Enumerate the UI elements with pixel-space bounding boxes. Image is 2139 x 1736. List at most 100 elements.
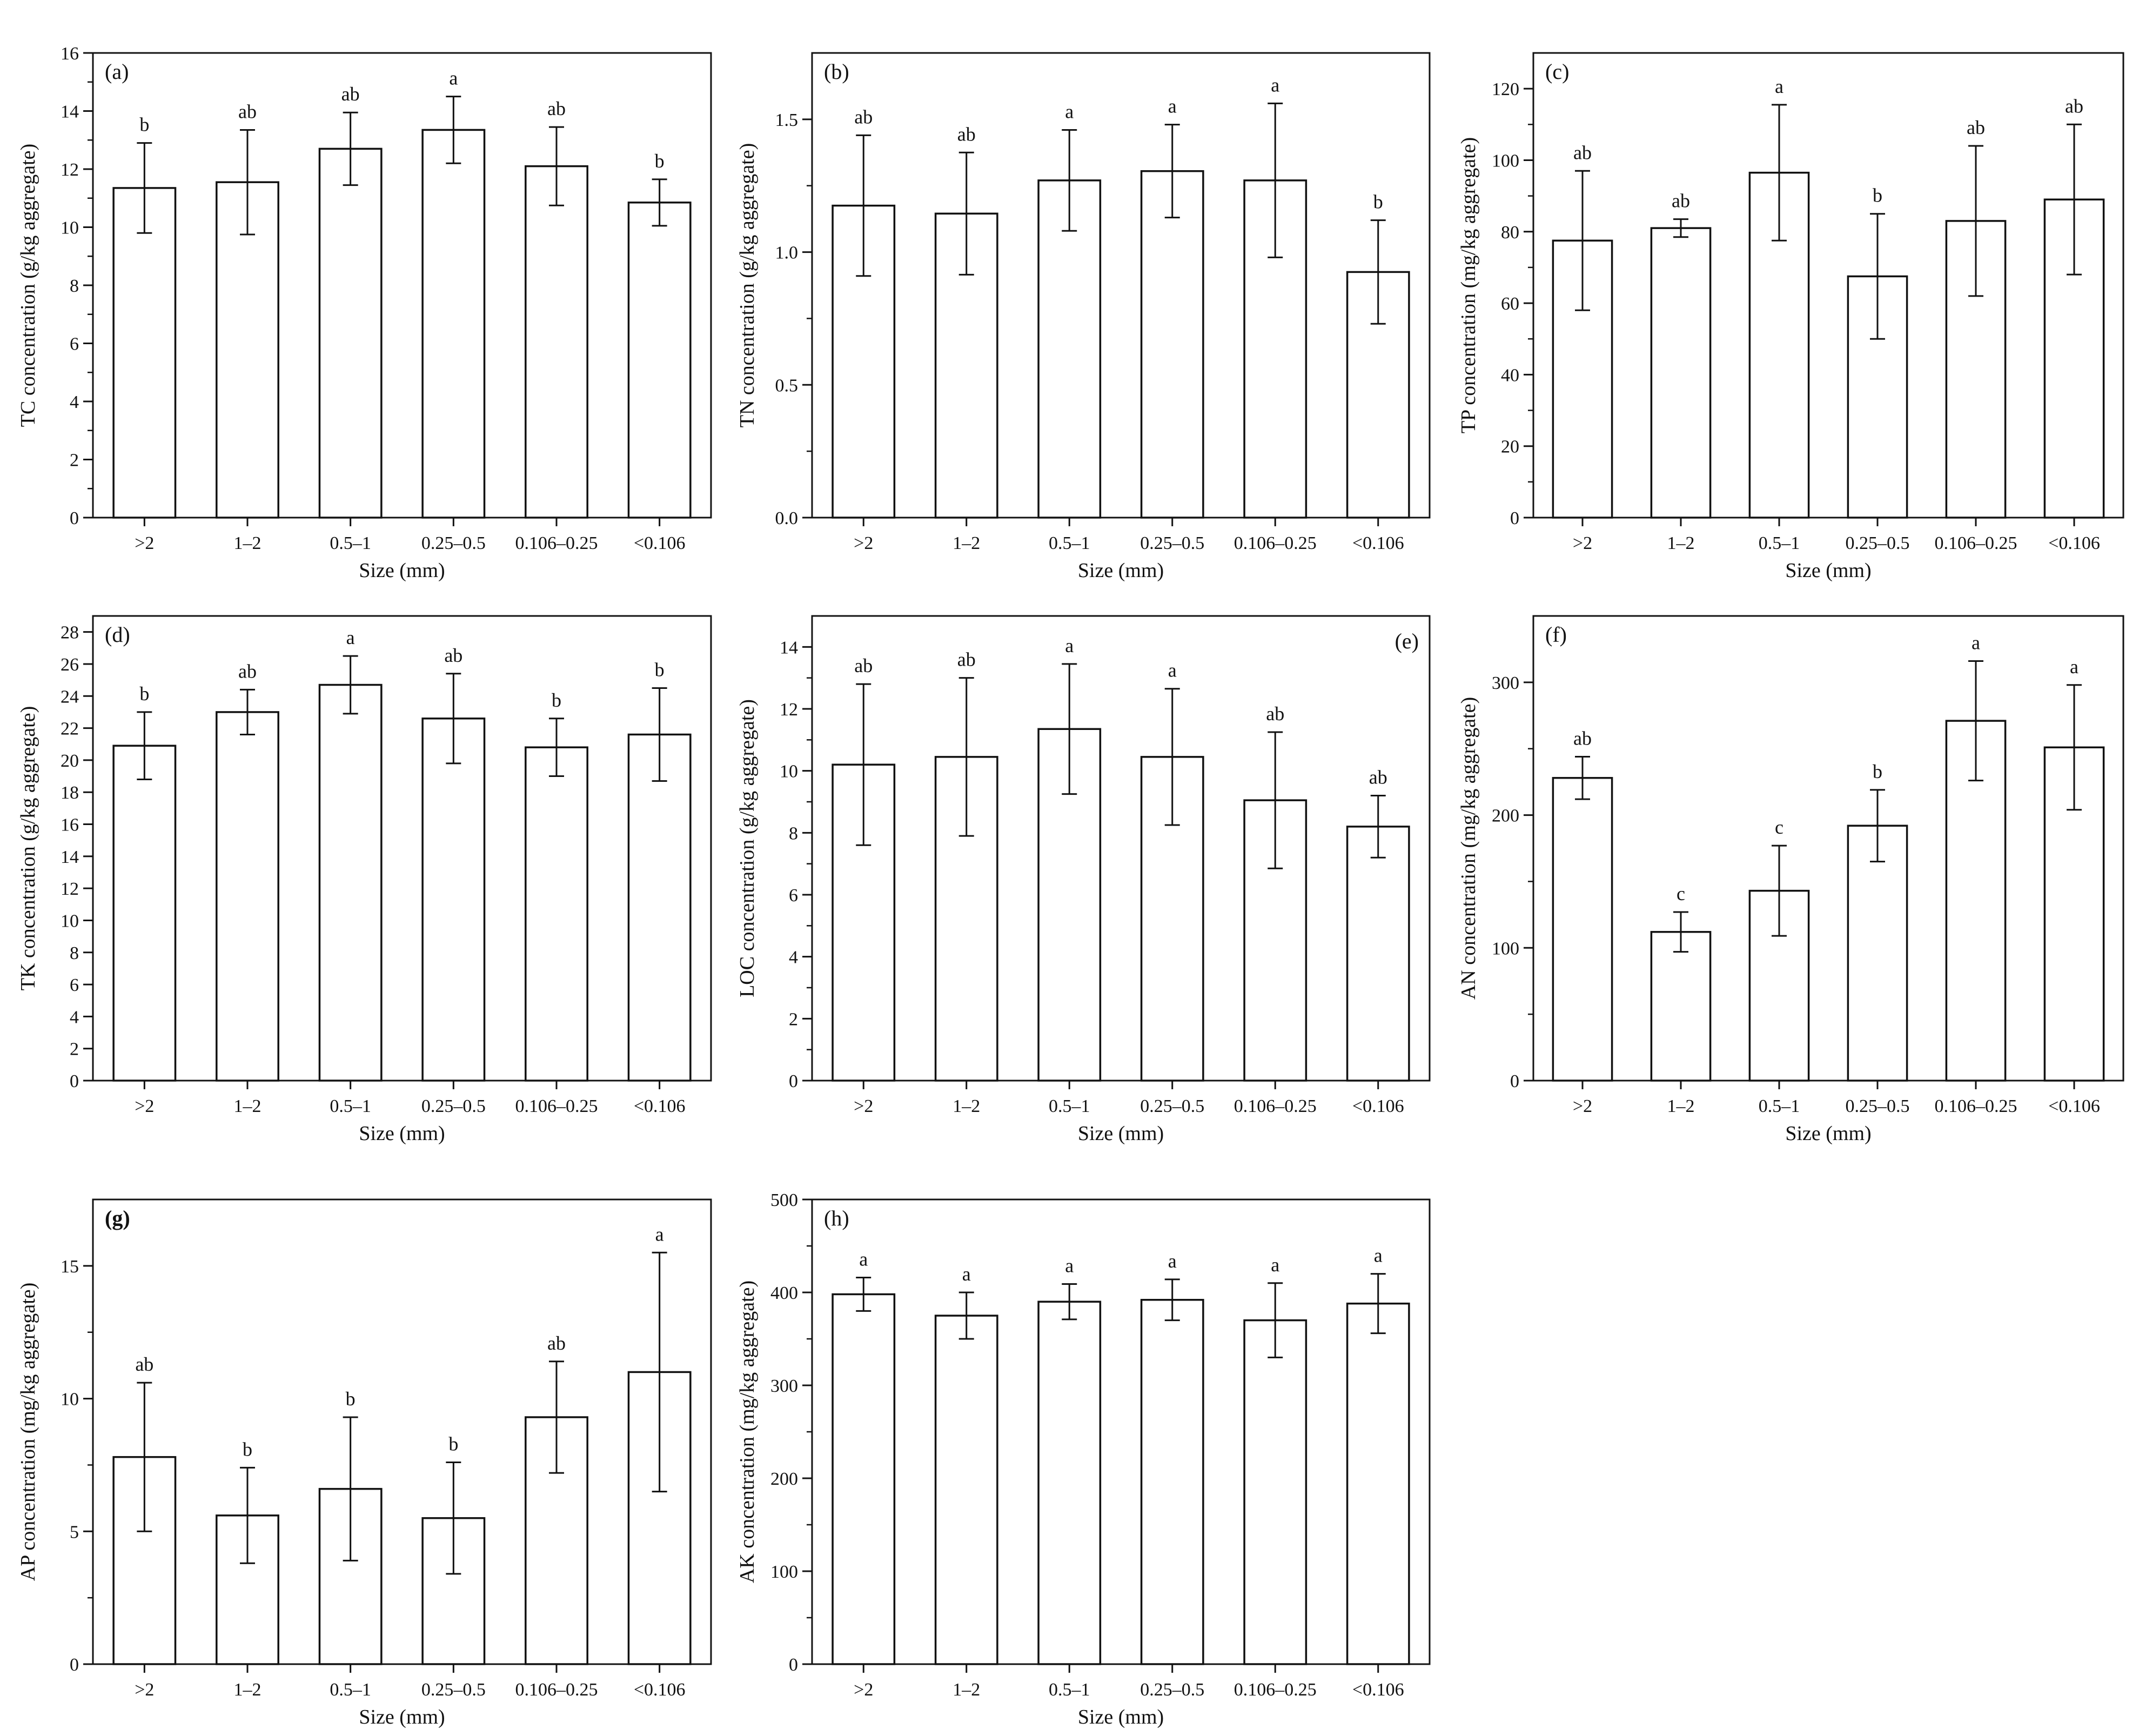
- bar-2: [1037, 179, 1102, 519]
- plot-frame: [92, 52, 712, 519]
- significance-letter: b: [1373, 191, 1383, 213]
- significance-letter: a: [1168, 660, 1177, 681]
- y-tick-label: 100: [1492, 939, 1519, 959]
- y-tick-label: 10: [61, 911, 79, 931]
- significance-letter: b: [243, 1438, 252, 1460]
- significance-letter: ab: [1266, 703, 1284, 725]
- panel-label: (a): [105, 59, 129, 84]
- x-tick-label: 0.25–0.5: [421, 1096, 486, 1116]
- significance-letter: ab: [1672, 190, 1690, 212]
- y-axis-title: TN concentration (g/kg aggregate): [736, 143, 759, 428]
- x-tick-label: 0.25–0.5: [421, 533, 486, 553]
- x-tick-label: 0.5–1: [330, 1096, 371, 1116]
- x-tick-label: 0.5–1: [1049, 1096, 1090, 1116]
- plot-frame: [1532, 615, 2124, 1082]
- significance-letter: ab: [957, 649, 976, 671]
- x-tick-label: <0.106: [2048, 1096, 2100, 1116]
- x-axis-title: Size (mm): [359, 1706, 445, 1728]
- y-tick-label: 8: [70, 276, 79, 296]
- panel-f: 0 100 200 300 >2 ab 1–2 c 0.5–1 c 0.25–0.5 b 0.106–0…: [1457, 615, 2124, 1145]
- significance-letter: a: [2070, 656, 2078, 678]
- bar-0: [112, 187, 177, 519]
- y-tick-label: 4: [789, 948, 798, 968]
- significance-letter: ab: [1573, 142, 1592, 163]
- bar-4: [525, 165, 588, 519]
- y-tick-label: 22: [61, 719, 79, 739]
- x-tick-label: >2: [854, 1096, 873, 1116]
- y-tick-label: 200: [770, 1469, 798, 1489]
- y-tick-label: 0: [1510, 1071, 1519, 1091]
- x-tick-label: 0.5–1: [1049, 533, 1090, 553]
- significance-letter: b: [655, 659, 665, 680]
- bar-3: [1847, 825, 1908, 1082]
- panel-label: (d): [105, 622, 130, 647]
- y-tick-label: 24: [61, 687, 79, 707]
- y-axis-title: AN concentration (mg/kg aggregate): [1457, 697, 1480, 1000]
- y-tick-label: 0: [70, 1071, 79, 1091]
- x-tick-label: <0.106: [2048, 533, 2100, 553]
- significance-letter: ab: [547, 98, 566, 119]
- panel-d: 0246810121416182022242628>2b1–2ab0.5–1a0…: [17, 615, 712, 1145]
- y-tick-label: 300: [770, 1376, 798, 1396]
- y-tick-label: 80: [1501, 223, 1519, 243]
- y-tick-label: 0.5: [775, 376, 799, 396]
- x-tick-label: 0.25–0.5: [1846, 533, 1910, 553]
- significance-letter: b: [552, 689, 561, 711]
- significance-letter: ab: [2065, 95, 2083, 117]
- x-tick-label: 0.106–0.25: [1234, 533, 1317, 553]
- panel-label: (b): [824, 59, 849, 84]
- x-tick-label: 1–2: [1667, 1096, 1695, 1116]
- significance-letter: a: [1065, 101, 1074, 123]
- significance-letter: b: [655, 150, 665, 172]
- x-tick-label: >2: [854, 1680, 873, 1700]
- y-tick-label: 16: [61, 815, 79, 835]
- y-tick-label: 14: [61, 847, 79, 867]
- y-tick-label: 20: [1501, 437, 1519, 457]
- y-tick-label: 4: [70, 1007, 79, 1027]
- y-tick-label: 6: [70, 975, 79, 995]
- y-tick-label: 120: [1492, 79, 1519, 99]
- x-tick-label: 1–2: [953, 1096, 980, 1116]
- panel-h: 0 100 200 300 400 500 >2 a 1–2 a 0.5–1 a 0.25–0.5 a 0.…: [736, 1190, 1431, 1728]
- x-tick-label: >2: [135, 1096, 154, 1116]
- y-tick-label: 8: [70, 943, 79, 963]
- y-tick-label: 10: [780, 762, 798, 782]
- y-tick-label: 2: [789, 1009, 798, 1029]
- significance-letter: a: [1775, 76, 1783, 97]
- significance-letter: ab: [238, 100, 257, 122]
- y-axis-title: AK concentration (mg/kg aggregate): [736, 1281, 759, 1583]
- x-tick-label: 0.5–1: [1049, 1680, 1090, 1700]
- bar-5: [627, 202, 692, 519]
- y-tick-label: 4: [70, 392, 79, 412]
- panel-label: (h): [824, 1206, 849, 1230]
- y-axis-title: TP concentration (mg/kg aggregate): [1457, 137, 1480, 433]
- x-tick-label: 0.25–0.5: [1140, 533, 1204, 553]
- panel-label: (e): [1395, 629, 1419, 653]
- significance-letter: b: [1873, 761, 1882, 782]
- y-tick-label: 10: [61, 218, 79, 238]
- x-tick-label: >2: [854, 533, 873, 553]
- significance-letter: b: [139, 683, 149, 705]
- bar-5: [1346, 826, 1410, 1082]
- panel-label: (f): [1545, 622, 1567, 647]
- y-tick-label: 12: [61, 160, 79, 180]
- x-tick-label: >2: [1573, 1096, 1592, 1116]
- significance-letter: ab: [135, 1353, 153, 1375]
- significance-letter: a: [1168, 96, 1177, 117]
- y-tick-label: 18: [61, 783, 79, 803]
- bar-4: [1243, 1319, 1307, 1665]
- bar-1: [216, 1514, 279, 1665]
- y-tick-label: 6: [70, 334, 79, 354]
- plot-frame: [811, 615, 1431, 1082]
- x-tick-label: 0.106–0.25: [1234, 1680, 1317, 1700]
- x-axis-title: Size (mm): [359, 559, 445, 582]
- bar-1: [1650, 931, 1712, 1082]
- x-tick-label: 0.25–0.5: [421, 1680, 486, 1700]
- significance-letter: a: [655, 1223, 664, 1245]
- y-tick-label: 100: [770, 1562, 798, 1582]
- plot-frame: [811, 1198, 1431, 1665]
- x-tick-label: 0.5–1: [330, 533, 371, 553]
- significance-letter: a: [1271, 74, 1279, 96]
- y-tick-label: 14: [61, 102, 79, 122]
